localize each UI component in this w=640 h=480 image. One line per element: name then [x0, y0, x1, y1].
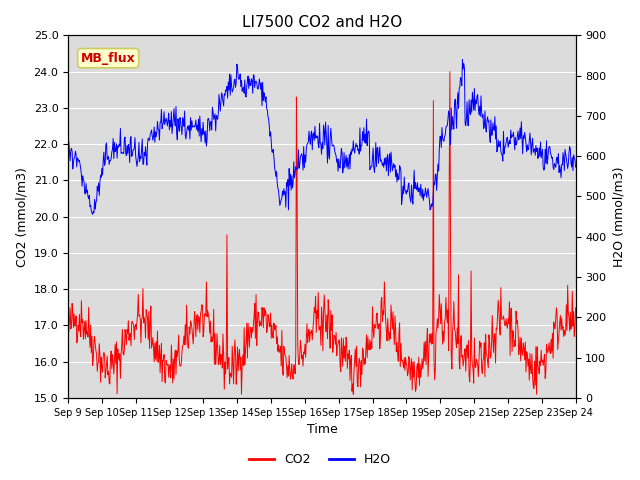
Text: MB_flux: MB_flux — [81, 52, 136, 65]
Y-axis label: CO2 (mmol/m3): CO2 (mmol/m3) — [15, 167, 28, 266]
X-axis label: Time: Time — [307, 423, 337, 436]
Legend: CO2, H2O: CO2, H2O — [244, 448, 396, 471]
Title: LI7500 CO2 and H2O: LI7500 CO2 and H2O — [242, 15, 402, 30]
Y-axis label: H2O (mmol/m3): H2O (mmol/m3) — [612, 167, 625, 267]
